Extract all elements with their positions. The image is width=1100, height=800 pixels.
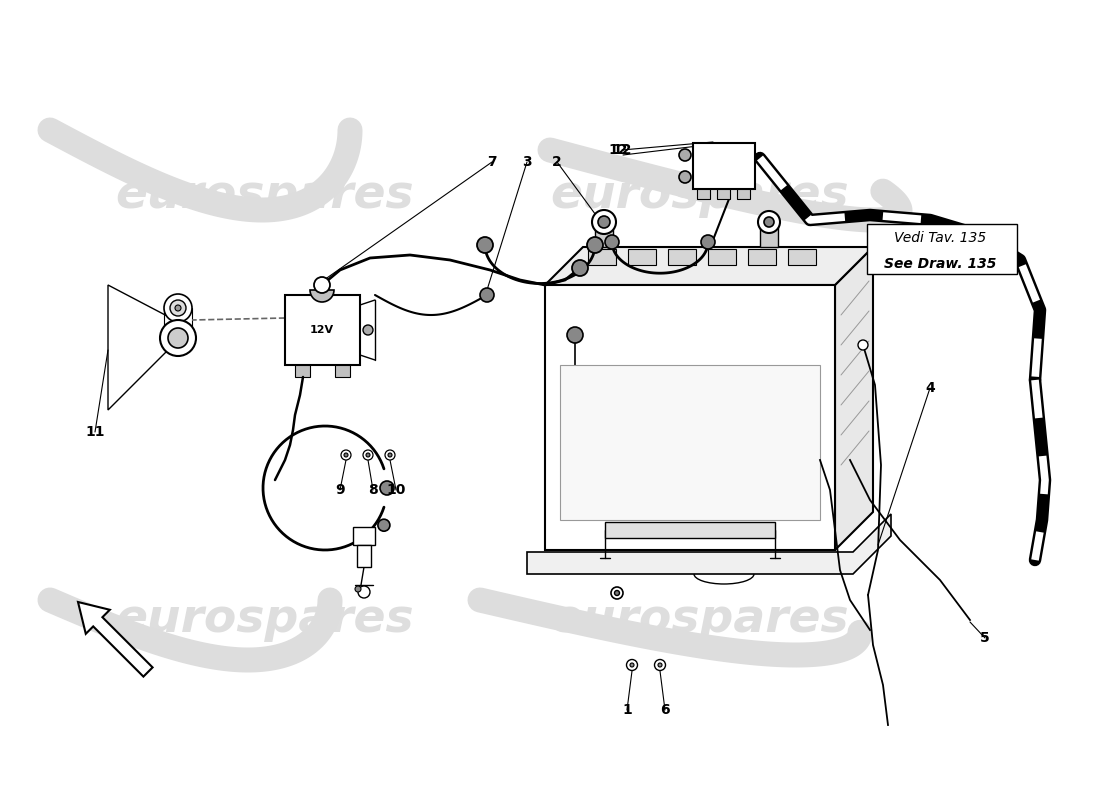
Circle shape	[758, 211, 780, 233]
Circle shape	[314, 277, 330, 293]
Circle shape	[378, 519, 389, 531]
Bar	[588, 249, 616, 265]
Circle shape	[610, 587, 623, 599]
Bar	[358, 545, 371, 567]
Bar	[697, 189, 710, 199]
Circle shape	[587, 237, 603, 253]
Text: 5: 5	[980, 631, 990, 645]
Polygon shape	[527, 514, 891, 574]
Circle shape	[388, 453, 392, 457]
Circle shape	[679, 149, 691, 161]
Bar	[295, 365, 310, 377]
Circle shape	[605, 235, 619, 249]
Text: 10: 10	[386, 483, 406, 497]
Text: 8: 8	[368, 483, 378, 497]
Bar	[717, 189, 730, 199]
Circle shape	[363, 450, 373, 460]
Circle shape	[355, 586, 361, 592]
Circle shape	[344, 453, 348, 457]
Bar	[737, 189, 750, 199]
Circle shape	[615, 590, 619, 595]
Circle shape	[363, 325, 373, 335]
Circle shape	[630, 663, 634, 667]
Bar	[628, 249, 656, 265]
Polygon shape	[544, 247, 873, 285]
Text: eurospares: eurospares	[551, 173, 849, 218]
Text: 6: 6	[660, 703, 670, 717]
Bar	[748, 249, 775, 265]
Bar	[708, 249, 736, 265]
Text: 4: 4	[925, 381, 935, 395]
Polygon shape	[835, 247, 873, 550]
Bar	[788, 249, 816, 265]
Text: 7: 7	[487, 155, 497, 169]
Text: 11: 11	[86, 425, 104, 439]
Circle shape	[858, 340, 868, 350]
Circle shape	[627, 659, 638, 670]
Text: 3: 3	[522, 155, 531, 169]
Bar	[668, 249, 696, 265]
Circle shape	[679, 171, 691, 183]
Circle shape	[480, 288, 494, 302]
Text: eurospares: eurospares	[551, 598, 849, 642]
Circle shape	[598, 216, 611, 228]
Text: Vedi Tav. 135: Vedi Tav. 135	[894, 231, 986, 245]
Circle shape	[160, 320, 196, 356]
Text: eurospares: eurospares	[116, 173, 415, 218]
Wedge shape	[310, 290, 334, 302]
Circle shape	[175, 305, 182, 311]
Circle shape	[358, 586, 370, 598]
Circle shape	[385, 450, 395, 460]
Circle shape	[341, 450, 351, 460]
Circle shape	[597, 215, 611, 229]
Circle shape	[379, 481, 394, 495]
Bar	[285, 295, 360, 365]
Bar	[760, 227, 778, 247]
Bar	[595, 227, 613, 247]
Bar	[560, 365, 820, 520]
Text: eurospares: eurospares	[116, 598, 415, 642]
Circle shape	[170, 300, 186, 316]
Circle shape	[366, 453, 370, 457]
Text: 12: 12	[608, 143, 628, 157]
Text: See Draw. 135: See Draw. 135	[883, 257, 997, 271]
FancyArrow shape	[78, 602, 153, 677]
Circle shape	[592, 210, 616, 234]
Circle shape	[477, 237, 493, 253]
Text: 9: 9	[336, 483, 344, 497]
FancyBboxPatch shape	[867, 224, 1018, 274]
Circle shape	[566, 327, 583, 343]
Text: 2: 2	[552, 155, 562, 169]
Circle shape	[164, 294, 192, 322]
Bar	[605, 522, 775, 538]
Text: 12V: 12V	[310, 325, 334, 335]
Circle shape	[701, 235, 715, 249]
Circle shape	[764, 217, 774, 227]
Bar	[544, 285, 835, 550]
Circle shape	[762, 215, 776, 229]
Circle shape	[654, 659, 666, 670]
Text: 12: 12	[613, 143, 631, 157]
Bar	[353, 527, 375, 545]
Bar	[336, 365, 350, 377]
Text: 1: 1	[623, 703, 631, 717]
Bar	[693, 143, 755, 189]
Circle shape	[168, 328, 188, 348]
Circle shape	[658, 663, 662, 667]
Circle shape	[572, 260, 588, 276]
